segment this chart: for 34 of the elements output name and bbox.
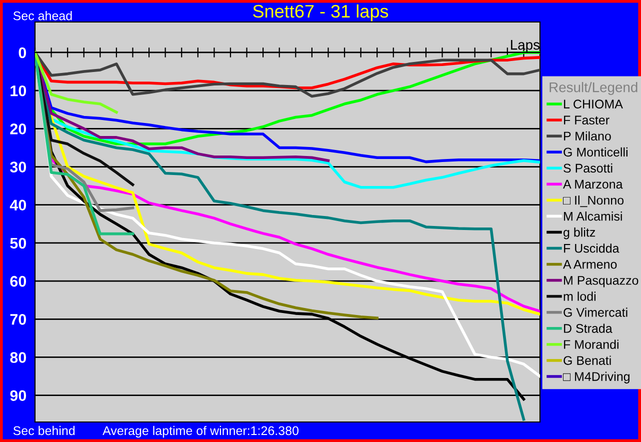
y-tick-label: 90 xyxy=(10,390,26,402)
legend-label: m lodi xyxy=(564,292,596,301)
legend-label: A Armeno xyxy=(563,260,617,269)
y-axis-title: Sec ahead xyxy=(13,11,72,20)
legend-label: G Monticelli xyxy=(564,147,628,157)
legend-label: F Faster xyxy=(564,116,610,125)
legend-label: M Pasquazzo xyxy=(564,276,638,288)
legend-label: G Vimercati xyxy=(564,308,628,317)
legend-title: Result/Legend xyxy=(550,82,638,95)
y-tick-label: 50 xyxy=(10,238,26,249)
legend-label: S Pasotti xyxy=(564,163,612,173)
legend-label: P Milano xyxy=(564,131,611,141)
y-tick-label: 60 xyxy=(10,276,26,287)
y-tick-label: 10 xyxy=(10,85,26,96)
legend-label: F Morandi xyxy=(564,340,618,349)
y-tick-label: 0 xyxy=(18,47,26,58)
legend-label: □ M4Driving xyxy=(563,372,630,384)
legend-label: F Uscidda xyxy=(564,244,620,253)
y-tick-label: 20 xyxy=(10,124,26,134)
x-axis-title: Laps xyxy=(511,40,540,52)
legend-label: □ Il_Nonno xyxy=(563,195,624,208)
legend-label: L CHIOMA xyxy=(564,100,623,109)
legend-label: G Benati xyxy=(564,356,611,365)
text: Average laptime of winner:1:26.380 xyxy=(102,426,298,438)
y-tick-label: 40 xyxy=(10,200,26,211)
legend-label: A Marzona xyxy=(563,180,623,189)
text: Sec behind xyxy=(13,426,75,436)
legend-label: D Strada xyxy=(564,324,612,333)
y-tick-label: 80 xyxy=(10,352,26,363)
y-tick-label: 70 xyxy=(10,314,26,325)
legend-label: M Alcamisi xyxy=(564,212,622,221)
legend-label: g blitz xyxy=(564,228,596,240)
chart-title: Snett67 - 31 laps xyxy=(253,4,388,22)
y-tick-label: 30 xyxy=(10,162,26,172)
